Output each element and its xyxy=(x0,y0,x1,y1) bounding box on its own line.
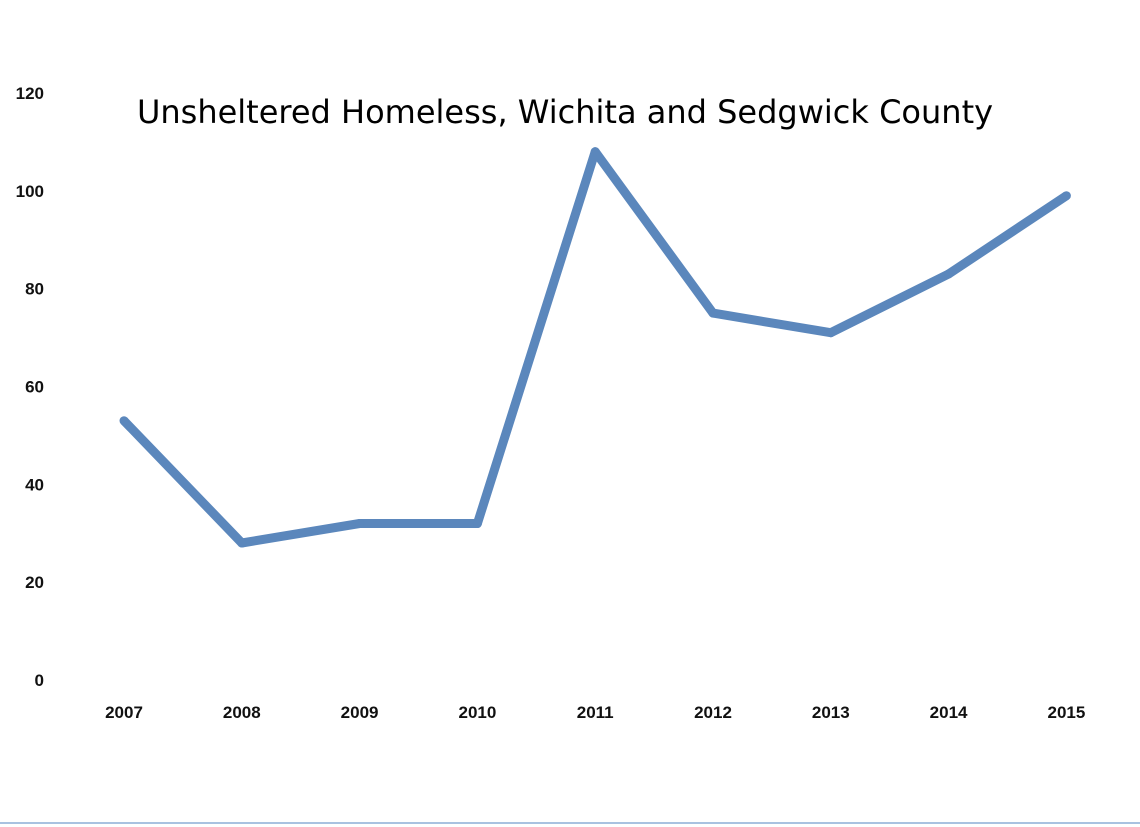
data-point xyxy=(355,518,365,528)
x-tick-label: 2011 xyxy=(577,703,614,722)
y-tick-label: 100 xyxy=(16,182,44,201)
data-point xyxy=(1061,191,1071,201)
x-tick-label: 2007 xyxy=(105,703,143,722)
x-tick-label: 2008 xyxy=(223,703,261,722)
x-tick-label: 2010 xyxy=(458,703,496,722)
data-point xyxy=(472,518,482,528)
x-tick-label: 2013 xyxy=(812,703,850,722)
y-tick-label: 20 xyxy=(25,573,44,592)
chart-title: Unsheltered Homeless, Wichita and Sedgwi… xyxy=(137,93,993,131)
data-point xyxy=(119,416,129,426)
y-tick-label: 60 xyxy=(25,378,44,397)
x-axis-tick-labels: 2007 2008 2009 2010 2011 2012 2013 2014 2015 xyxy=(105,703,1085,722)
x-tick-label: 2015 xyxy=(1047,703,1085,722)
data-point xyxy=(590,147,600,157)
y-tick-label: 80 xyxy=(25,280,44,299)
series-layer xyxy=(119,147,1071,548)
y-tick-label: 0 xyxy=(35,671,44,690)
bottom-divider xyxy=(0,822,1140,824)
series-line xyxy=(120,147,1069,548)
x-tick-label: 2012 xyxy=(694,703,732,722)
y-tick-label: 120 xyxy=(16,84,44,103)
data-point xyxy=(708,308,718,318)
y-tick-label: 40 xyxy=(25,475,44,494)
data-point xyxy=(826,328,836,338)
y-axis-tick-labels: 0 20 40 60 80 100 120 xyxy=(16,84,44,690)
x-tick-label: 2009 xyxy=(341,703,379,722)
data-point xyxy=(237,538,247,548)
data-point xyxy=(944,269,954,279)
x-tick-label: 2014 xyxy=(930,703,968,722)
